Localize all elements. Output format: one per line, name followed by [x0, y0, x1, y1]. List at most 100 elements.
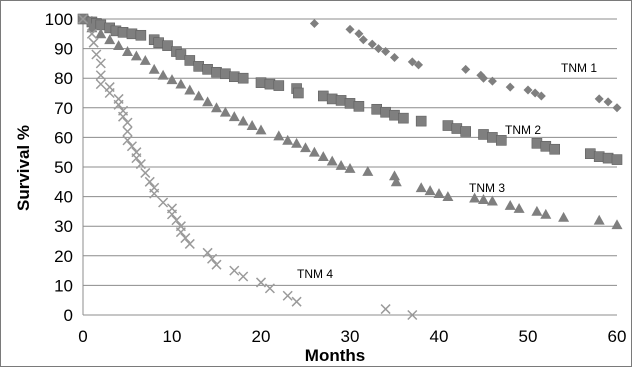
marker-tnm-2 [264, 78, 276, 90]
marker-tnm-3 [219, 106, 231, 117]
marker-tnm-2 [549, 143, 561, 155]
marker-tnm-4 [104, 87, 115, 99]
marker-tnm-2 [117, 27, 129, 38]
marker-tnm-4 [211, 259, 222, 270]
marker-tnm-3 [300, 142, 311, 153]
series-label-tnm-4: TNM 4 [297, 267, 333, 281]
marker-tnm-4 [380, 304, 391, 315]
series-label-tnm-3: TNM 3 [469, 181, 505, 195]
marker-tnm-2 [540, 140, 552, 152]
marker-tnm-1 [603, 97, 613, 107]
series-label-tnm-1: TNM 1 [561, 61, 597, 75]
y-tick-label: 40 [54, 188, 73, 207]
marker-tnm-2 [220, 68, 231, 80]
x-tick-label: 40 [430, 327, 449, 346]
marker-tnm-4 [88, 37, 99, 48]
marker-tnm-2 [335, 95, 347, 106]
marker-tnm-4 [207, 253, 218, 264]
marker-tnm-2 [442, 120, 454, 131]
marker-tnm-4 [264, 283, 275, 294]
marker-tnm-3 [390, 176, 402, 187]
marker-tnm-2 [202, 64, 213, 75]
marker-tnm-2 [593, 151, 605, 162]
marker-tnm-2 [584, 148, 596, 159]
series-label-tnm-2: TNM 2 [505, 123, 541, 137]
y-tick-label: 20 [54, 247, 73, 266]
marker-tnm-1 [345, 24, 355, 34]
marker-tnm-2 [229, 71, 240, 83]
marker-tnm-4 [95, 70, 106, 81]
marker-tnm-2 [175, 49, 187, 60]
y-tick-label: 30 [54, 217, 73, 236]
marker-tnm-3 [504, 199, 516, 210]
marker-tnm-3 [335, 160, 347, 170]
marker-tnm-4 [407, 309, 418, 321]
marker-tnm-3 [175, 78, 187, 89]
y-tick-label: 100 [45, 10, 73, 29]
marker-tnm-2 [153, 37, 164, 48]
y-tick-label: 80 [54, 69, 73, 88]
grid-lines [83, 18, 617, 286]
marker-tnm-1 [373, 44, 383, 54]
marker-tnm-3 [317, 151, 329, 162]
marker-tnm-1 [612, 103, 622, 113]
marker-tnm-2 [211, 66, 222, 78]
marker-tnm-2 [415, 115, 427, 127]
marker-tnm-3 [513, 202, 525, 213]
x-tick-label: 60 [608, 327, 627, 346]
data-markers [77, 13, 623, 321]
marker-tnm-3 [442, 191, 454, 201]
marker-tnm-1 [354, 29, 364, 39]
marker-tnm-3 [246, 120, 258, 130]
marker-tnm-1 [390, 52, 399, 62]
marker-tnm-2 [237, 72, 249, 84]
marker-tnm-4 [113, 99, 124, 110]
marker-tnm-3 [157, 69, 169, 80]
marker-tnm-2 [184, 55, 196, 66]
x-tick-label: 30 [341, 327, 360, 346]
y-tick-label: 90 [54, 40, 73, 59]
marker-tnm-2 [344, 98, 356, 109]
marker-tnm-4 [238, 271, 249, 282]
marker-tnm-3 [184, 84, 196, 95]
y-tick-label: 50 [54, 158, 73, 177]
marker-tnm-3 [139, 54, 151, 65]
marker-tnm-2 [255, 77, 267, 88]
marker-tnm-3 [273, 130, 285, 141]
tick-labels: 0 10 20 30 40 50 60 70 80 90 100 0 10 20 30 40 50 60 [45, 10, 627, 346]
marker-tnm-4 [180, 233, 191, 244]
y-tick-label: 60 [54, 128, 73, 147]
marker-tnm-4 [95, 58, 106, 69]
marker-tnm-3 [148, 63, 160, 74]
marker-tnm-1 [358, 35, 368, 45]
marker-tnm-4 [202, 247, 213, 258]
marker-tnm-2 [611, 154, 623, 165]
marker-tnm-2 [531, 138, 543, 149]
marker-tnm-2 [162, 40, 173, 51]
marker-tnm-2 [451, 123, 463, 134]
marker-tnm-4 [140, 167, 151, 178]
axes [82, 19, 617, 316]
marker-tnm-1 [536, 91, 546, 101]
marker-tnm-1 [530, 88, 540, 98]
marker-tnm-2 [326, 93, 338, 105]
marker-tnm-2 [126, 28, 138, 40]
marker-tnm-2 [293, 87, 304, 99]
marker-tnm-4 [95, 79, 106, 90]
marker-tnm-1 [309, 18, 319, 28]
marker-tnm-3 [344, 162, 356, 173]
marker-tnm-4 [77, 13, 89, 25]
marker-tnm-2 [487, 132, 498, 143]
marker-tnm-2 [478, 129, 489, 140]
marker-tnm-1 [367, 39, 377, 49]
marker-tnm-1 [594, 94, 604, 104]
marker-tnm-3 [469, 192, 481, 203]
marker-tnm-3 [255, 124, 267, 135]
marker-tnm-3 [540, 208, 552, 219]
marker-tnm-3 [558, 211, 570, 222]
marker-tnm-2 [371, 103, 383, 115]
marker-tnm-1 [381, 47, 391, 57]
marker-tnm-1 [505, 82, 515, 92]
marker-tnm-3 [611, 219, 623, 230]
x-tick-label: 20 [252, 327, 271, 346]
